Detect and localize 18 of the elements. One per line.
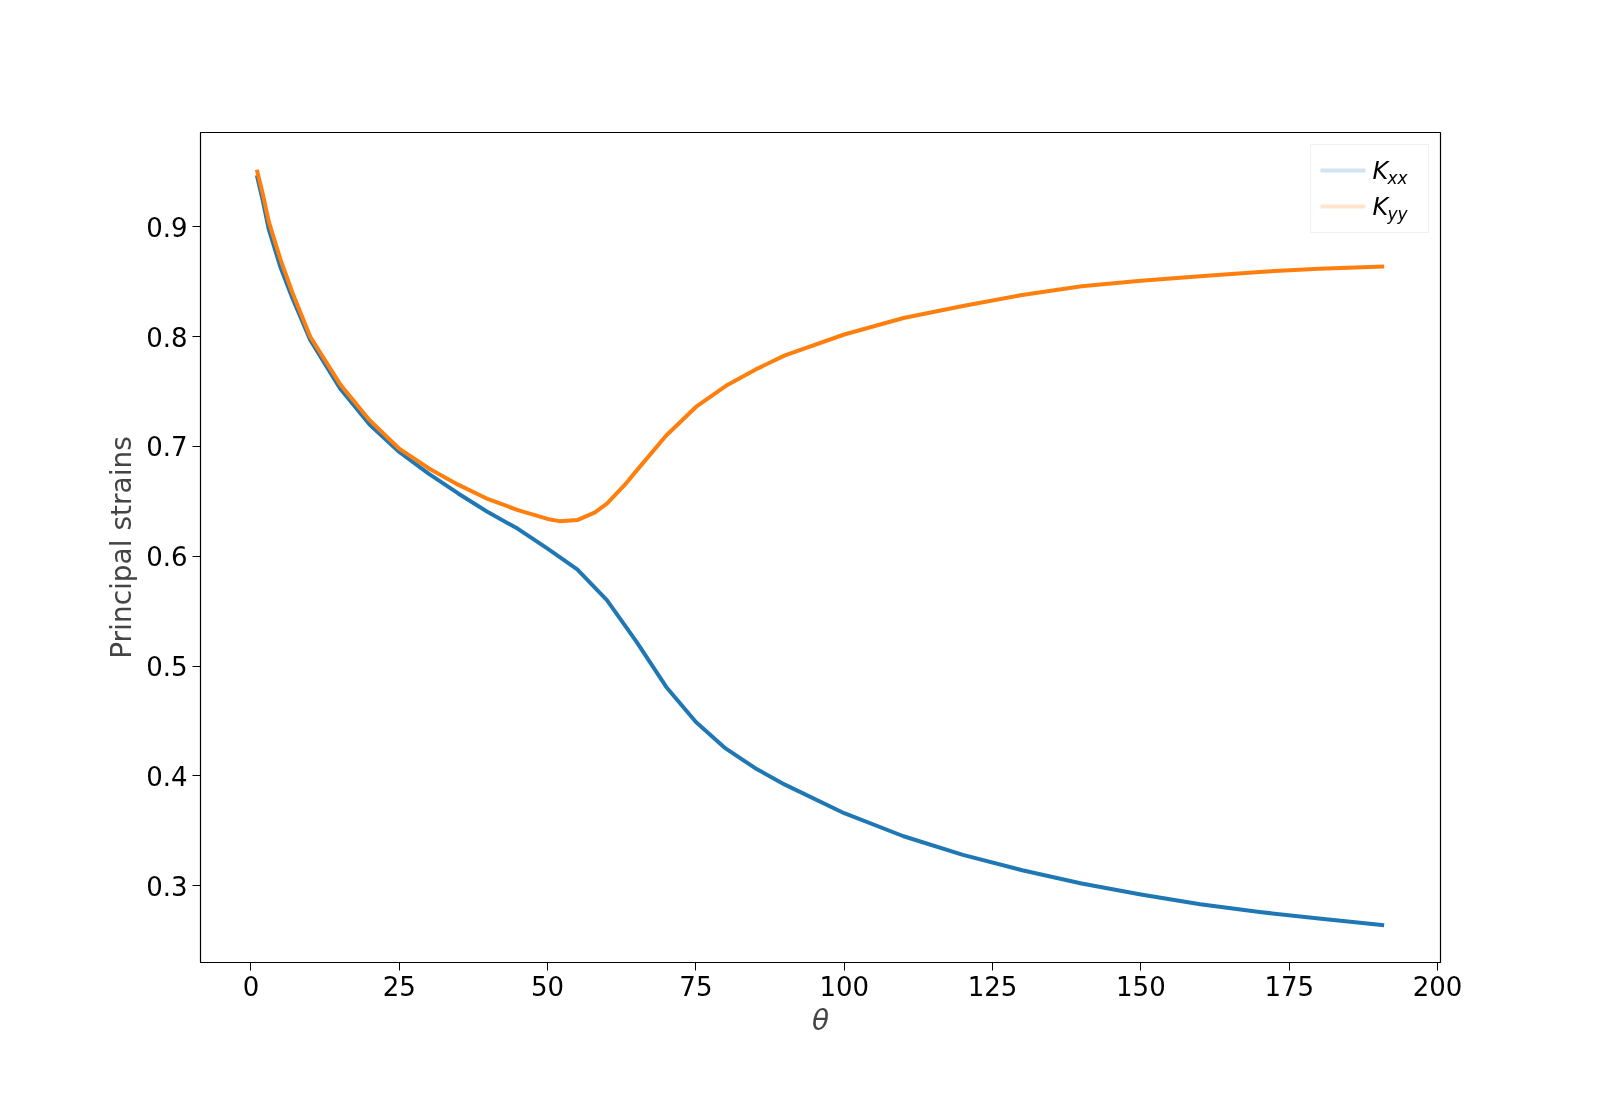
x-tick-label: 200 — [1412, 971, 1463, 1002]
x-tick-label: 125 — [967, 971, 1018, 1002]
x-tick-label: 75 — [679, 971, 713, 1002]
y-tick-label: 0.9 — [146, 212, 188, 243]
x-tick-label: 0 — [242, 971, 260, 1002]
y-tick-label: 0.7 — [146, 432, 188, 463]
x-tick-label: 175 — [1264, 971, 1315, 1002]
x-tick-label: 50 — [531, 971, 565, 1002]
y-tick-label: 0.4 — [146, 761, 188, 792]
x-axis-title: θ — [811, 1003, 830, 1037]
y-tick-label: 0.3 — [146, 871, 188, 902]
y-tick-label: 0.8 — [146, 322, 188, 353]
x-tick-label: 100 — [819, 971, 870, 1002]
y-tick-label: 0.6 — [146, 542, 188, 573]
y-axis-title: Principal strains — [105, 436, 139, 659]
x-tick-label: 150 — [1116, 971, 1166, 1002]
y-tick-label: 0.5 — [146, 652, 188, 683]
x-tick-label: 25 — [382, 971, 416, 1002]
